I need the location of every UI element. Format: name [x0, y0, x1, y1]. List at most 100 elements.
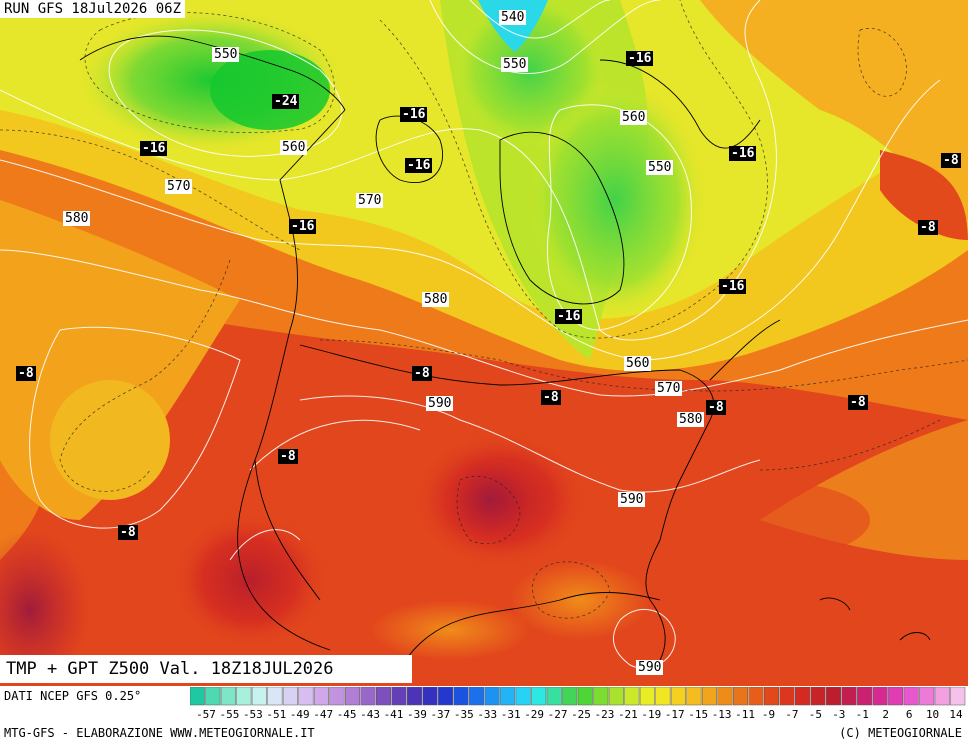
scale-tick-label: -9: [761, 708, 776, 721]
tmp-label: -8: [541, 390, 561, 405]
tmp-label: -16: [289, 219, 317, 234]
scale-tick-label: -19: [641, 708, 662, 721]
scale-swatch: [500, 686, 516, 706]
scale-swatch: [903, 686, 919, 706]
scale-tick-label: -51: [266, 708, 287, 721]
scale-swatch: [593, 686, 609, 706]
scale-swatch: [888, 686, 904, 706]
scale-swatch: [251, 686, 267, 706]
scale-tick-label: -13: [711, 708, 732, 721]
gpt-contours: [0, 0, 968, 669]
scale-swatch: [438, 686, 454, 706]
gpt-label: 580: [63, 211, 91, 226]
tmp-label: -8: [412, 366, 432, 381]
scale-swatch: [329, 686, 345, 706]
scale-tick-label: -5: [808, 708, 822, 721]
scale-swatch: [282, 686, 298, 706]
scale-swatch: [795, 686, 811, 706]
scale-tick-label: -37: [430, 708, 451, 721]
scale-tick-label: -15: [688, 708, 709, 721]
tmp-label: -8: [278, 449, 298, 464]
scale-tick-label: -45: [336, 708, 357, 721]
scale-swatch: [655, 686, 671, 706]
tmp-label: -16: [140, 141, 168, 156]
credit-left: MTG-GFS - ELABORAZIONE WWW.METEOGIORNALE…: [4, 726, 315, 740]
gpt-label: 590: [618, 492, 646, 507]
gpt-label: 550: [646, 160, 674, 175]
scale-swatch: [189, 686, 205, 706]
tmp-label: -24: [272, 94, 300, 109]
tmp-label: -8: [918, 220, 938, 235]
scale-swatch: [919, 686, 935, 706]
tmp-label: -16: [719, 279, 747, 294]
scale-swatch: [624, 686, 640, 706]
scale-tick-label: 2: [882, 708, 889, 721]
scale-tick-label: -35: [453, 708, 474, 721]
scale-swatch: [344, 686, 360, 706]
tmp-label: -16: [555, 309, 583, 324]
gpt-label: 540: [499, 10, 527, 25]
scale-tick-label: -21: [617, 708, 638, 721]
tmp-label: -8: [118, 525, 138, 540]
scale-tick-label: -47: [313, 708, 334, 721]
gpt-label: 560: [620, 110, 648, 125]
scale-swatch: [763, 686, 780, 706]
tmp-label: -8: [16, 366, 36, 381]
scale-swatch: [267, 686, 283, 706]
scale-swatch: [236, 686, 252, 706]
scale-swatch: [546, 686, 562, 706]
valid-title: TMP + GPT Z500 Val. 18Z18JUL2026: [0, 655, 412, 683]
field-hot-core: [450, 460, 530, 540]
scale-swatch: [298, 686, 314, 706]
color-scale: [189, 686, 966, 711]
scale-swatch: [717, 686, 733, 706]
scale-swatch: [469, 686, 485, 706]
gpt-label: 560: [624, 356, 652, 371]
gpt-label: 590: [426, 396, 454, 411]
scale-swatch: [391, 686, 407, 706]
field-atlantic-red: [650, 480, 870, 560]
coastlines: [79, 35, 931, 671]
scale-swatch: [826, 686, 842, 706]
gpt-label: 570: [356, 193, 384, 208]
scale-swatch: [872, 686, 888, 706]
scale-tick-label: 6: [905, 708, 913, 721]
field-pacific-warm: [50, 380, 170, 500]
tmp-label: -8: [706, 400, 726, 415]
scale-tick-label: -33: [477, 708, 498, 721]
scale-swatch: [779, 686, 795, 706]
scale-tick-label: -31: [500, 708, 521, 721]
scale-swatch: [205, 686, 221, 706]
temperature-map: 540 550 550 560 570 580 570 560 550 580 …: [0, 0, 968, 686]
field-mexico-warm: [370, 600, 530, 660]
scale-tick-label: -55: [219, 708, 240, 721]
scale-tick-label: -3: [832, 708, 846, 721]
gpt-label: 580: [422, 292, 450, 307]
data-source: DATI NCEP GFS 0.25°: [4, 689, 142, 703]
tmp-label: -16: [626, 51, 654, 66]
field-arctic-cyan: [478, 0, 548, 52]
scale-swatch: [810, 686, 826, 706]
scale-swatch: [531, 686, 547, 706]
gpt-label: 560: [280, 140, 308, 155]
scale-tick-label: -57: [196, 708, 216, 721]
field-ne-red: [880, 150, 968, 240]
scale-tick-label: -29: [524, 708, 545, 721]
tmp-label: -8: [848, 395, 868, 410]
tmp-label: -16: [400, 107, 428, 122]
color-scale-bar: [189, 686, 966, 706]
gpt-label: 570: [165, 179, 193, 194]
field-hudson-core: [525, 80, 705, 320]
field-ne-orange: [700, 0, 968, 220]
scale-swatch: [670, 686, 686, 706]
tmp-label: -16: [729, 146, 757, 161]
scale-swatch: [748, 686, 764, 706]
gpt-label: 590: [636, 660, 664, 675]
scale-swatch: [857, 686, 873, 706]
scale-swatch: [375, 686, 392, 706]
scale-tick-label: -53: [242, 708, 263, 721]
field-gulf-warm: [510, 560, 650, 640]
scale-tick-label: -25: [571, 708, 591, 721]
scale-swatch: [484, 686, 500, 706]
